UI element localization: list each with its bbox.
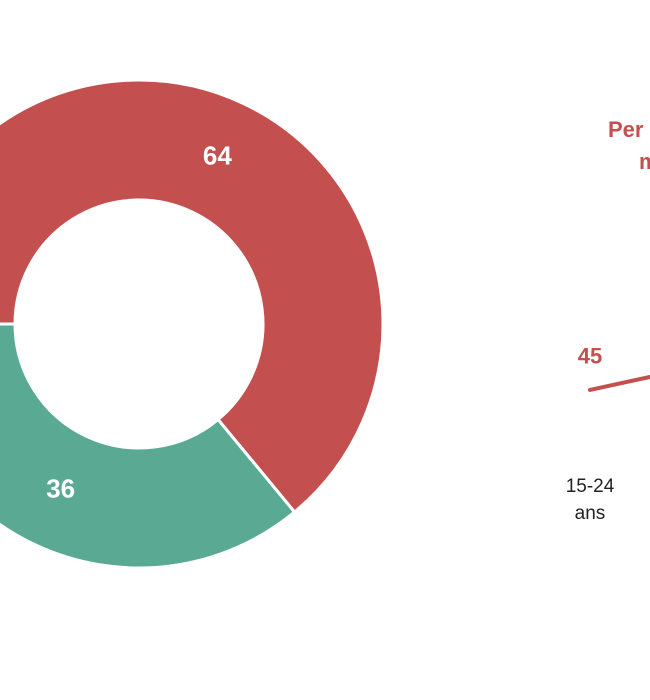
x-tick-label: 15-24 ans [566,476,615,524]
donut-slice [0,322,297,570]
value-label: 45 [578,344,602,369]
chart-title: m [639,149,650,174]
slice-label: 36 [46,473,75,503]
donut-slice [0,78,385,515]
slice-label: 64 [203,140,232,170]
chart-title: Per [608,117,644,142]
line-series [588,374,650,392]
